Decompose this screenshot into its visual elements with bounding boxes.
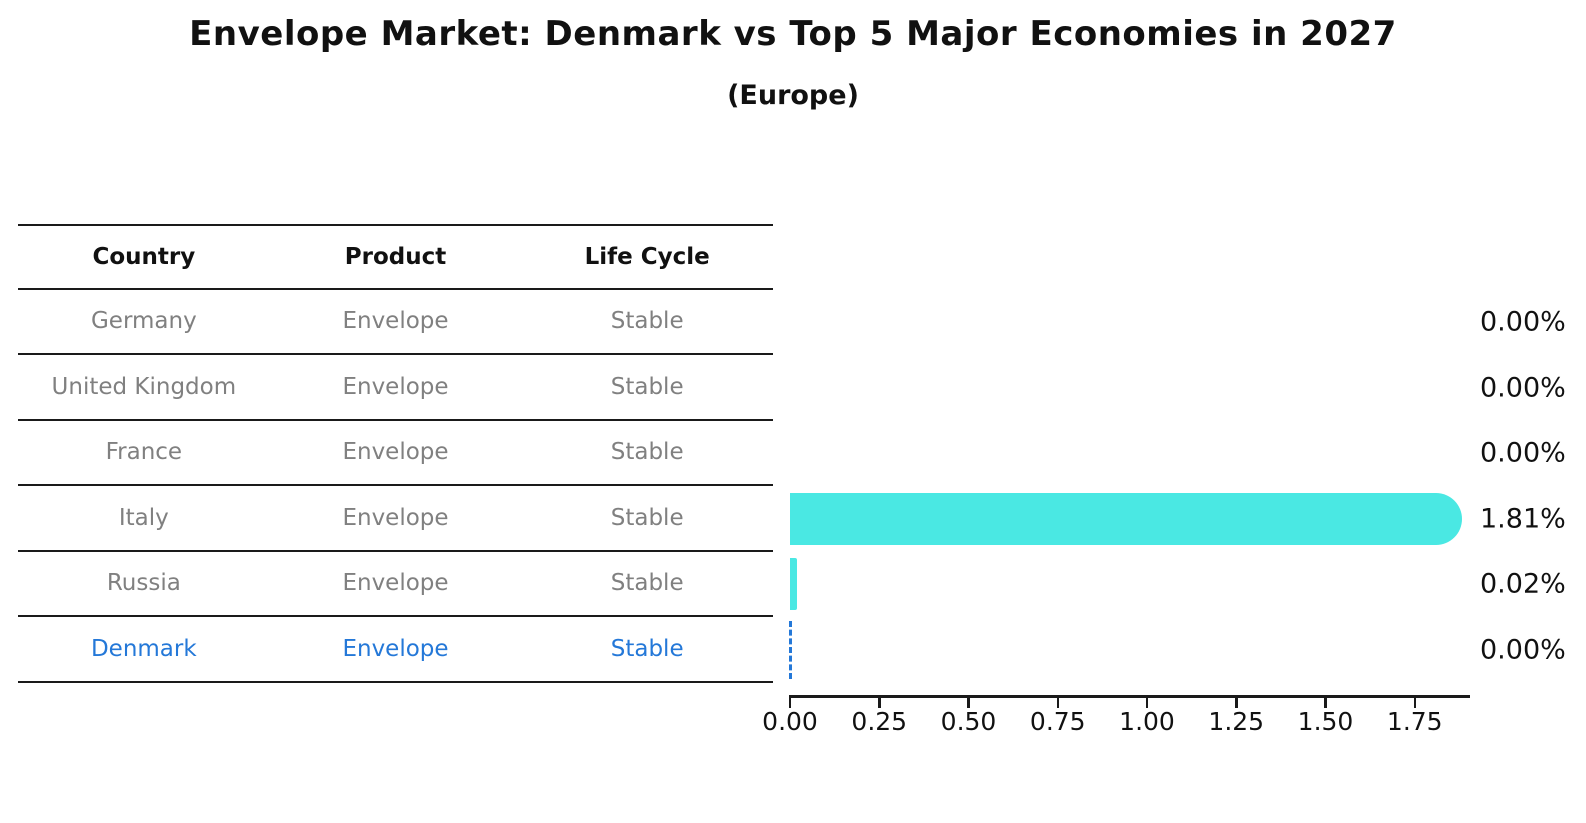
x-axis-tick bbox=[1056, 697, 1059, 708]
value-label-france: 0.00% bbox=[1480, 437, 1566, 469]
x-axis-tick-label: 0.75 bbox=[1029, 707, 1086, 736]
cell-product: Envelope bbox=[342, 373, 449, 400]
cell-lifecycle: Stable bbox=[610, 635, 684, 662]
cell-lifecycle: Stable bbox=[610, 504, 684, 531]
chart-title: Envelope Market: Denmark vs Top 5 Major … bbox=[189, 14, 1397, 54]
table-header-row: Country Product Life Cycle bbox=[18, 224, 773, 290]
cell-lifecycle: Stable bbox=[610, 570, 684, 597]
cell-lifecycle: Stable bbox=[610, 308, 684, 335]
cell-product: Envelope bbox=[342, 635, 449, 662]
bar-italy bbox=[790, 492, 1463, 545]
denmark-zero-dashed-line bbox=[789, 620, 792, 679]
cell-country: Italy bbox=[118, 504, 169, 531]
x-axis-tick bbox=[1235, 697, 1238, 708]
cell-lifecycle: Stable bbox=[610, 439, 684, 466]
x-axis-tick-label: 0.50 bbox=[940, 707, 997, 736]
x-axis-tick bbox=[1145, 697, 1149, 708]
cell-product: Envelope bbox=[342, 439, 449, 466]
cell-lifecycle: Stable bbox=[610, 373, 684, 400]
x-axis-tick bbox=[1413, 697, 1416, 708]
cell-country: Russia bbox=[106, 570, 181, 597]
chart-subtitle: (Europe) bbox=[727, 80, 859, 111]
cell-product: Envelope bbox=[342, 308, 449, 335]
x-axis-tick-label: 1.00 bbox=[1119, 707, 1175, 736]
col-header-country: Country bbox=[92, 243, 196, 270]
table-row: Denmark Envelope Stable bbox=[18, 617, 773, 683]
cell-country: United Kingdom bbox=[51, 373, 237, 400]
cell-country: France bbox=[105, 439, 183, 466]
value-label-united-kingdom: 0.00% bbox=[1480, 372, 1566, 404]
x-axis-tick bbox=[967, 697, 970, 708]
x-axis-tick-label: 1.25 bbox=[1208, 707, 1265, 736]
x-axis-tick bbox=[788, 697, 792, 708]
cell-country: Denmark bbox=[90, 635, 197, 662]
table-row: France Envelope Stable bbox=[18, 421, 773, 486]
x-axis-tick bbox=[878, 697, 881, 708]
cell-country: Germany bbox=[90, 308, 197, 335]
value-label-russia: 0.02% bbox=[1480, 568, 1566, 600]
value-label-denmark: 0.00% bbox=[1480, 634, 1566, 666]
value-label-germany: 0.00% bbox=[1480, 306, 1566, 338]
value-label-italy: 1.81% bbox=[1480, 503, 1566, 535]
x-axis bbox=[789, 695, 1470, 698]
col-header-product: Product bbox=[344, 243, 447, 270]
col-header-lifecycle: Life Cycle bbox=[584, 243, 710, 270]
table-row: Italy Envelope Stable bbox=[18, 486, 773, 552]
x-axis-tick bbox=[1324, 697, 1327, 708]
x-axis-tick-label: 1.50 bbox=[1297, 707, 1354, 736]
cell-product: Envelope bbox=[342, 504, 449, 531]
x-axis-tick-label: 0.25 bbox=[851, 707, 908, 736]
x-axis-tick-label: 0.00 bbox=[762, 707, 818, 736]
bar-russia bbox=[790, 558, 798, 611]
table-row: Germany Envelope Stable bbox=[18, 290, 773, 355]
cell-product: Envelope bbox=[342, 570, 449, 597]
table-row: Russia Envelope Stable bbox=[18, 552, 773, 617]
x-axis-tick-label: 1.75 bbox=[1386, 707, 1443, 736]
table-row: United Kingdom Envelope Stable bbox=[18, 355, 773, 421]
